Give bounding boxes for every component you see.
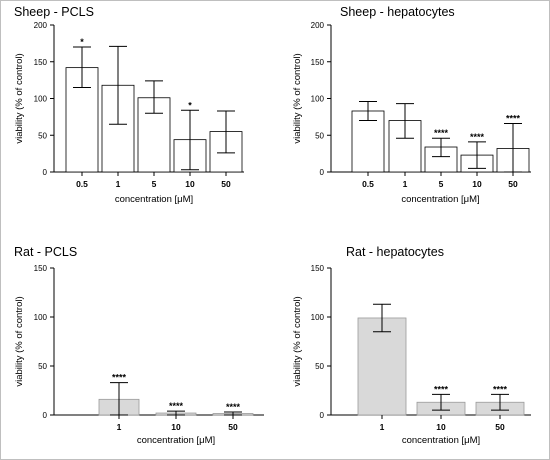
y-tick-label: 150 [34,58,48,67]
x-tick-label: 1 [117,422,122,432]
y-axis-title: viability (% of control) [14,53,25,143]
bar [351,110,385,173]
y-tick-label: 50 [38,131,47,140]
x-tick-label: 10 [185,179,195,189]
y-tick-label: 150 [34,264,48,273]
significance-marker: **** [434,128,449,138]
y-axis-title: viability (% of control) [292,296,303,386]
y-tick-label: 0 [43,168,48,177]
y-axis-title: viability (% of control) [14,296,25,386]
x-tick-label: 10 [472,179,482,189]
x-tick-label: 5 [152,179,157,189]
y-tick-label: 100 [311,95,325,104]
y-tick-label: 50 [315,362,324,371]
y-tick-label: 200 [34,21,48,30]
significance-marker: **** [112,373,127,383]
y-tick-label: 50 [315,131,324,140]
x-tick-label: 0.5 [362,179,374,189]
bar [357,317,407,416]
y-tick-label: 150 [311,58,325,67]
x-tick-label: 1 [380,422,385,432]
x-tick-label: 50 [495,422,505,432]
x-axis-title: concentration [μM] [115,194,193,205]
significance-marker: **** [434,384,449,394]
x-axis-title: concentration [μM] [402,435,480,446]
x-tick-label: 0.5 [76,179,88,189]
significance-marker: * [80,37,84,47]
y-tick-label: 100 [34,95,48,104]
significance-marker: **** [506,113,521,123]
significance-marker: **** [493,384,508,394]
y-tick-label: 50 [38,362,47,371]
significance-marker: * [188,100,192,110]
y-tick-label: 0 [43,411,48,420]
x-tick-label: 10 [171,422,181,432]
y-tick-label: 200 [311,21,325,30]
x-tick-label: 50 [508,179,518,189]
significance-marker: **** [169,401,184,411]
y-axis-title: viability (% of control) [292,53,303,143]
x-tick-label: 5 [439,179,444,189]
x-tick-label: 10 [436,422,446,432]
x-tick-label: 1 [403,179,408,189]
panel-title: Sheep - hepatocytes [340,5,455,19]
x-tick-label: 50 [228,422,238,432]
x-axis-title: concentration [μM] [401,194,479,205]
panel-title: Rat - PCLS [14,245,77,259]
panel-title: Sheep - PCLS [14,5,94,19]
x-axis-title: concentration [μM] [137,435,215,446]
x-tick-label: 1 [116,179,121,189]
y-tick-label: 100 [311,313,325,322]
y-tick-label: 150 [311,264,325,273]
significance-marker: **** [470,132,485,142]
y-tick-label: 0 [320,411,325,420]
panel-2: Sheep - hepatocytes050100150200viability… [292,5,531,205]
significance-marker: **** [226,402,241,412]
x-tick-label: 50 [221,179,231,189]
y-tick-label: 0 [320,168,325,177]
y-tick-label: 100 [34,313,48,322]
panel-title: Rat - hepatocytes [346,245,444,259]
